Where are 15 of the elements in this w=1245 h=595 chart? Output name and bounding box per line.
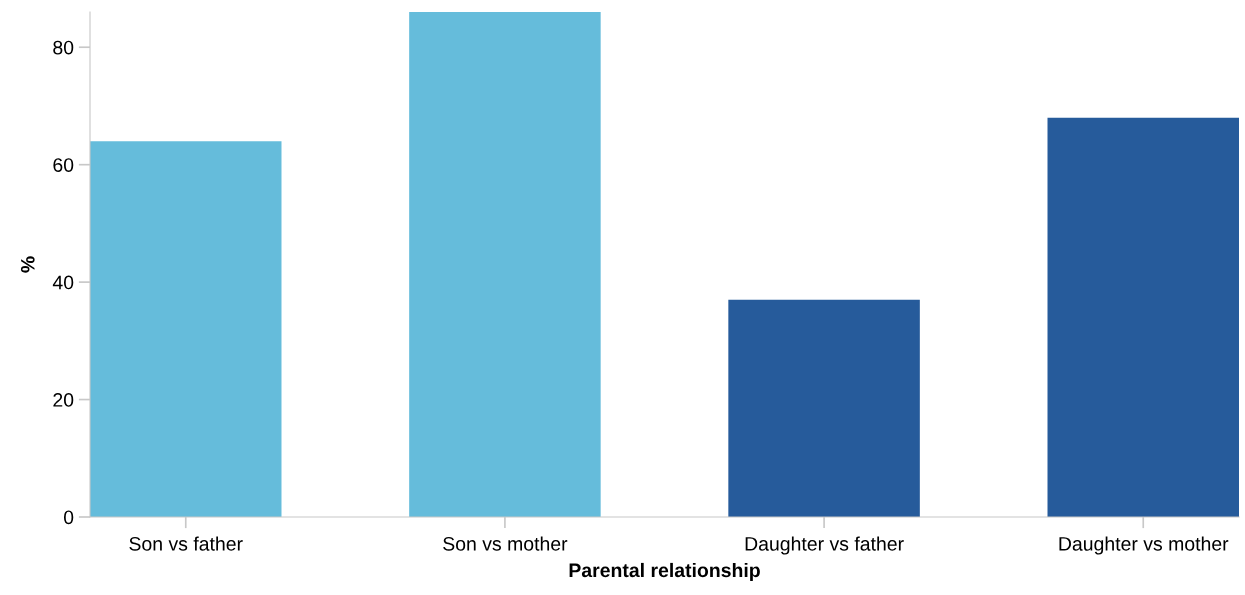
- y-tick-label: 0: [63, 510, 74, 525]
- x-tick-label: Daughter vs father: [745, 536, 904, 555]
- y-tick-label: 80: [53, 40, 74, 55]
- bar: [1047, 117, 1239, 517]
- x-tick-label: Daughter vs mother: [1059, 536, 1229, 555]
- y-tick-label: 20: [53, 393, 74, 407]
- bar: [409, 12, 601, 517]
- y-tick-label: 40: [52, 275, 74, 290]
- y-axis-title: %: [20, 256, 35, 273]
- bar: [728, 299, 920, 517]
- x-tick-label: Son vs father: [129, 536, 243, 551]
- bar: [90, 141, 282, 517]
- x-tick-label: Son vs mother: [443, 536, 568, 551]
- y-tick-label: 60: [53, 158, 74, 172]
- x-axis-title: Parental relationship: [569, 562, 760, 582]
